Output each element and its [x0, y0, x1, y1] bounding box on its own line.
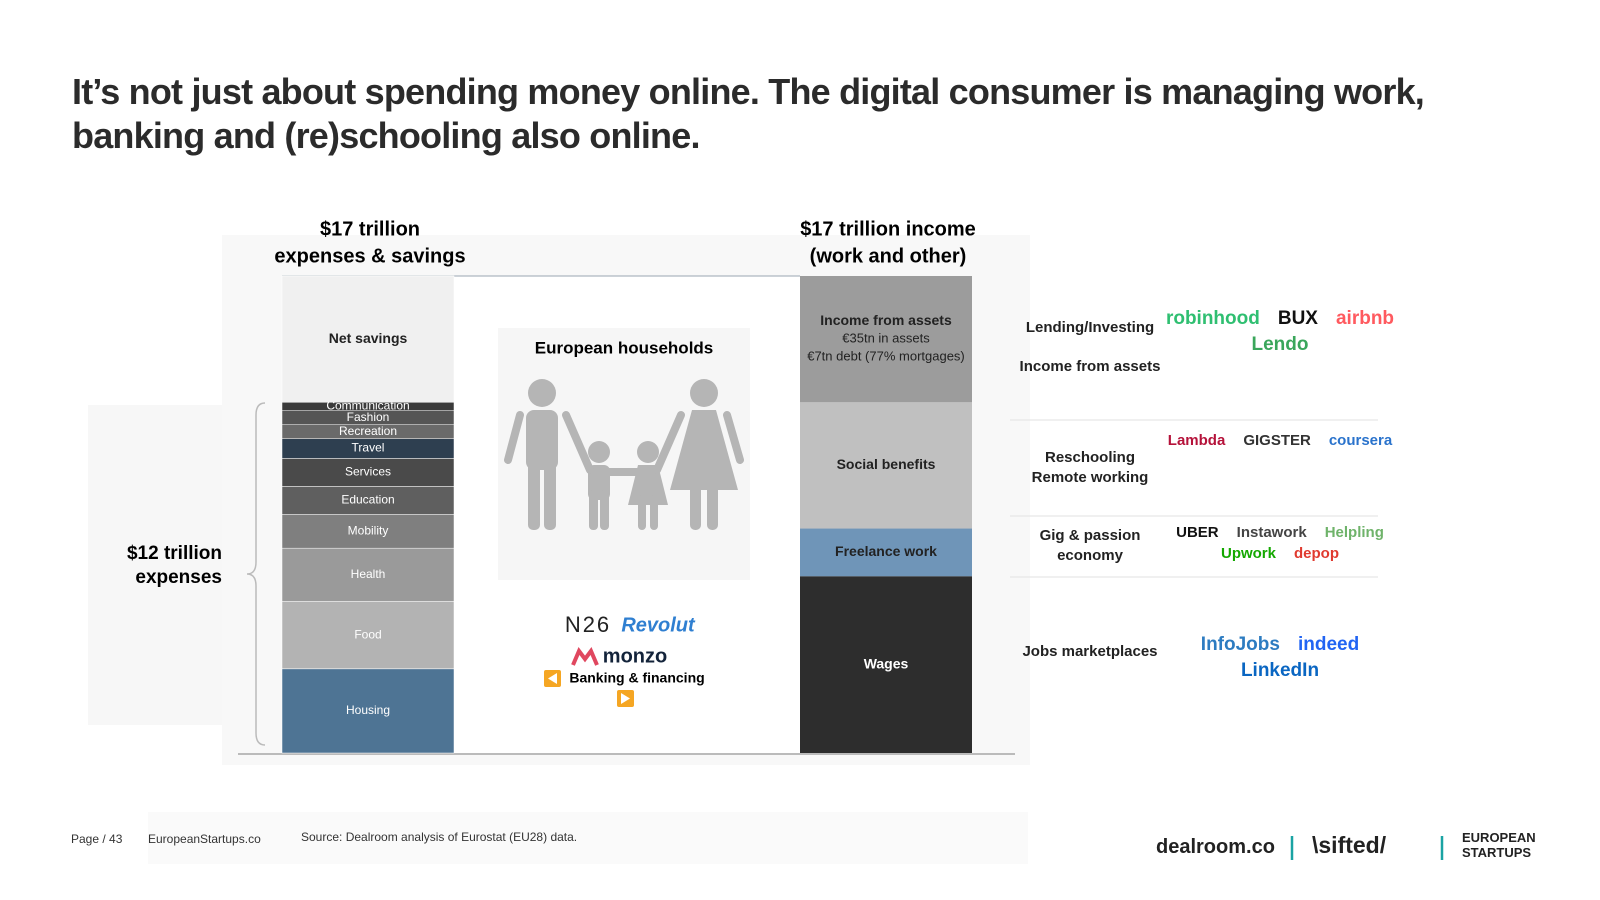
- bar-segment: [281, 514, 455, 549]
- segment-label: Food: [354, 627, 381, 641]
- bar-segment: [281, 275, 455, 403]
- brand: monzo: [603, 645, 667, 667]
- company-logo: LinkedIn: [1240, 660, 1320, 681]
- company-logo: UBER: [1176, 524, 1219, 541]
- bar-segment: [281, 486, 455, 515]
- sector-label: Gig & passion economy: [1039, 527, 1141, 564]
- company-logo: BUX: [1277, 308, 1318, 329]
- dividers: [1010, 419, 1378, 578]
- company-logos: InfoJobs indeed LinkedIn: [1165, 634, 1395, 682]
- segment-label: Social benefits: [837, 456, 936, 472]
- segment-label: Mobility: [348, 524, 389, 538]
- company-logo: GIGSTER: [1243, 432, 1311, 449]
- bar-segment: [281, 458, 455, 487]
- sector-label: Remote working: [1031, 469, 1149, 486]
- page-number: Page / 43: [71, 832, 123, 846]
- segment-label: Wages: [864, 655, 909, 671]
- middle-caption: Banking & financing: [569, 670, 704, 686]
- company-logo: Helpling: [1324, 524, 1384, 541]
- separators: [1290, 836, 1444, 860]
- partner: dealroom.co: [1156, 836, 1275, 858]
- company-logo: indeed: [1297, 634, 1360, 655]
- sector-label: Jobs marketplaces: [1022, 643, 1158, 660]
- column-heading: $17 trillion income: [800, 218, 976, 240]
- icon: [548, 673, 557, 684]
- company-logo: robinhood: [1165, 308, 1260, 329]
- column-heading: (work and other): [810, 245, 967, 267]
- segment-label: Income from assets: [820, 312, 952, 328]
- middle-title: European households: [535, 338, 714, 357]
- segment-note: €7tn debt (77% mortgages): [807, 349, 965, 364]
- company-logo: Lambda: [1167, 432, 1226, 449]
- company-logo: Upwork: [1220, 545, 1276, 562]
- icon: [621, 693, 630, 704]
- company-logo: InfoJobs: [1200, 634, 1280, 655]
- slide-title: It’s not just about spending money onlin…: [72, 71, 1425, 156]
- company-logo: coursera: [1328, 432, 1393, 449]
- brace-label: $12 trillion: [127, 543, 222, 564]
- bar-segment: [800, 402, 972, 529]
- bar-segment: [281, 601, 455, 670]
- sector-label: Income from assets: [1019, 358, 1161, 375]
- bar-segment: [800, 576, 972, 753]
- brand: N26: [565, 612, 611, 637]
- segment-label: Net savings: [329, 330, 408, 346]
- footer-bg: [148, 812, 1028, 864]
- column-heading: expenses & savings: [274, 245, 465, 267]
- partner: EUROPEAN STARTUPS: [1462, 830, 1536, 860]
- column-heading: $17 trillion: [320, 218, 420, 240]
- segment-label: Services: [345, 465, 391, 479]
- sector-label: Reschooling: [1044, 449, 1135, 466]
- company-logo: Instawork: [1236, 524, 1307, 541]
- company-logo: depop: [1294, 545, 1339, 562]
- segment-note: €35tn in assets: [842, 331, 930, 346]
- company-logos: robinhood BUX airbnb Lendo: [1165, 308, 1395, 356]
- bar-segment: [800, 276, 972, 403]
- segment-label: Education: [341, 493, 394, 507]
- company-logo: Lendo: [1251, 334, 1309, 355]
- site: EuropeanStartups.co: [148, 832, 261, 846]
- bar-segment: [281, 547, 455, 602]
- brace-label: expenses: [135, 567, 222, 588]
- segment-label: Health: [351, 567, 386, 581]
- segment-label: Travel: [352, 441, 385, 455]
- monzo-icon: [571, 647, 599, 666]
- source: Source: Dealroom analysis of Eurostat (E…: [301, 830, 578, 844]
- partner: \sifted/: [1312, 832, 1387, 858]
- segment-label: Fashion: [347, 410, 390, 424]
- family-icon: [504, 379, 744, 530]
- brace: [246, 402, 266, 746]
- company-logo: airbnb: [1335, 308, 1395, 329]
- company-logos: Lambda GIGSTER coursera: [1165, 432, 1395, 449]
- bar-segment: [800, 528, 972, 577]
- segment-label: Housing: [346, 703, 390, 717]
- sector-label: Lending/Investing: [1025, 319, 1155, 336]
- segment-label: Recreation: [339, 424, 397, 438]
- brand: Revolut: [621, 614, 696, 636]
- company-logos: UBER Instawork Helpling Upwork depop: [1165, 524, 1395, 562]
- bar-segment: [281, 668, 455, 754]
- segment-label: Freelance work: [835, 543, 937, 559]
